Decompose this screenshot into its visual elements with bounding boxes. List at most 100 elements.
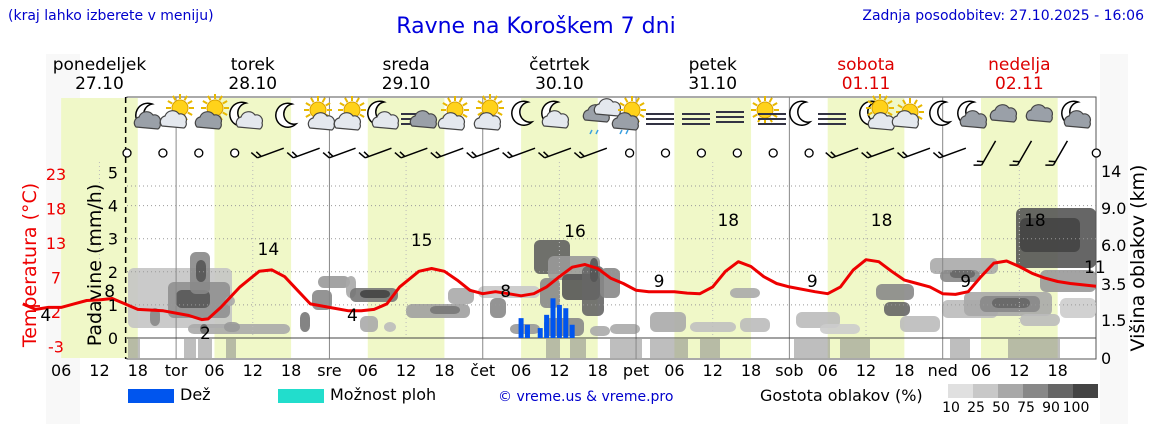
wind-barb-icon <box>286 147 320 159</box>
temperature-label: 18 <box>871 211 893 231</box>
cloud-icon <box>1025 104 1053 123</box>
cloud-patch <box>224 322 240 332</box>
precip-tick: 5 <box>108 164 118 183</box>
temp-tick: 7 <box>51 269 61 288</box>
cloud-patch <box>1020 314 1060 326</box>
cloud-patch <box>876 284 914 300</box>
wind-calm-icon <box>624 148 635 158</box>
density-swatch <box>998 384 1023 398</box>
fog-icon <box>646 113 674 125</box>
cloud-patch <box>1060 298 1096 318</box>
x-tick-label: 06 <box>511 361 531 380</box>
low-cloud-strip <box>128 339 140 358</box>
wind-barb-icon <box>466 147 500 159</box>
rain-bar <box>518 318 524 338</box>
cloud-icon <box>409 110 437 129</box>
x-tick-label: 18 <box>281 361 301 380</box>
x-tick-label: 06 <box>204 361 224 380</box>
temperature-label: 9 <box>807 272 818 292</box>
low-cloud-strip <box>840 339 870 358</box>
cloud-patch <box>900 316 940 332</box>
rain-bar <box>550 298 556 338</box>
wind-barb-icon <box>573 147 608 159</box>
sun-icon <box>866 94 894 122</box>
legend-shower-label: Možnost ploh <box>330 385 437 404</box>
temperature-line <box>22 258 1097 322</box>
density-swatch <box>973 384 998 398</box>
legend-rain-swatch <box>128 389 174 403</box>
day-date: 02.11 <box>995 74 1044 94</box>
temperature-label: 18 <box>1024 211 1046 231</box>
wind-barb-icon <box>973 140 997 166</box>
wind-barb-icon <box>358 147 392 159</box>
wind-calm-icon <box>230 148 240 158</box>
temperature-label: 18 <box>717 211 739 231</box>
low-cloud-strip <box>1008 339 1060 358</box>
x-tick-label: 12 <box>703 361 723 380</box>
cloud-patch <box>590 326 610 336</box>
wind-barb-icon <box>394 147 428 159</box>
copyright[interactable]: © vreme.us & vreme.pro <box>498 389 674 405</box>
low-cloud-strip <box>950 339 970 358</box>
day-name: torek <box>231 55 275 75</box>
cloud-patch <box>448 288 474 304</box>
x-tick-label: 18 <box>128 361 148 380</box>
rain-bar <box>524 324 530 338</box>
cloud-icon <box>333 112 361 131</box>
rain-bar <box>563 308 569 338</box>
day-date: 29.10 <box>382 74 431 94</box>
cloud-patch <box>610 324 640 334</box>
x-tick-label: 12 <box>243 361 263 380</box>
cloud-height-tick: 3.5 <box>1101 275 1126 294</box>
density-label: 90 <box>1042 400 1060 416</box>
cloud-patch <box>384 322 396 332</box>
wind-calm-icon <box>158 148 168 158</box>
day-name: ponedeljek <box>53 55 147 75</box>
precip-tick: 3 <box>108 230 118 249</box>
temperature-label: 16 <box>564 222 586 242</box>
cloud-icon <box>194 111 222 130</box>
low-cloud-strip <box>700 339 720 358</box>
temperature-label: 2 <box>200 324 211 344</box>
x-tick-label: 18 <box>741 361 761 380</box>
low-cloud-strip <box>570 339 586 358</box>
fog-icon <box>716 111 744 123</box>
density-swatch <box>1048 384 1073 398</box>
x-tick-label: 18 <box>1047 361 1067 380</box>
cloud-icon <box>235 111 263 130</box>
wind-barb-icon <box>502 147 536 159</box>
precip-tick: 0 <box>108 329 118 348</box>
temp-tick: -3 <box>48 338 64 357</box>
cloud-icon <box>989 104 1017 123</box>
cloud-patch <box>196 260 206 282</box>
wind-calm-icon <box>1091 148 1101 158</box>
cloud-patch <box>150 308 160 326</box>
rain-bar <box>556 304 562 338</box>
cloud-patch <box>650 312 686 332</box>
wind-barb-icon <box>322 147 356 159</box>
wind-calm-icon <box>768 148 778 158</box>
temperature-label: 11 <box>1084 258 1106 278</box>
wind-calm-icon <box>194 148 204 158</box>
cloud-patch <box>490 298 506 318</box>
rain-bar <box>569 324 575 338</box>
legend-shower-swatch <box>278 389 324 403</box>
wind-barb-icon <box>861 147 895 159</box>
cloud-patch <box>590 258 598 282</box>
temp-tick: 13 <box>46 234 66 253</box>
x-tick-label: 12 <box>549 361 569 380</box>
rain-drop-icon <box>619 129 623 135</box>
temperature-label: 15 <box>411 231 433 251</box>
x-tick-label: 18 <box>588 361 608 380</box>
moon-icon <box>929 100 953 126</box>
wind-barb-icon <box>932 147 967 159</box>
cloud-icon <box>371 111 399 130</box>
x-tick-label: tor <box>165 361 188 380</box>
precip-axis-title: Padavine (mm/h) <box>84 184 106 347</box>
day-name: sreda <box>383 55 430 75</box>
day-date: 01.11 <box>842 74 891 94</box>
precip-tick: 2 <box>108 263 118 282</box>
x-tick-label: 12 <box>1009 361 1029 380</box>
x-tick-label: 18 <box>434 361 454 380</box>
day-name: nedelja <box>988 55 1050 75</box>
